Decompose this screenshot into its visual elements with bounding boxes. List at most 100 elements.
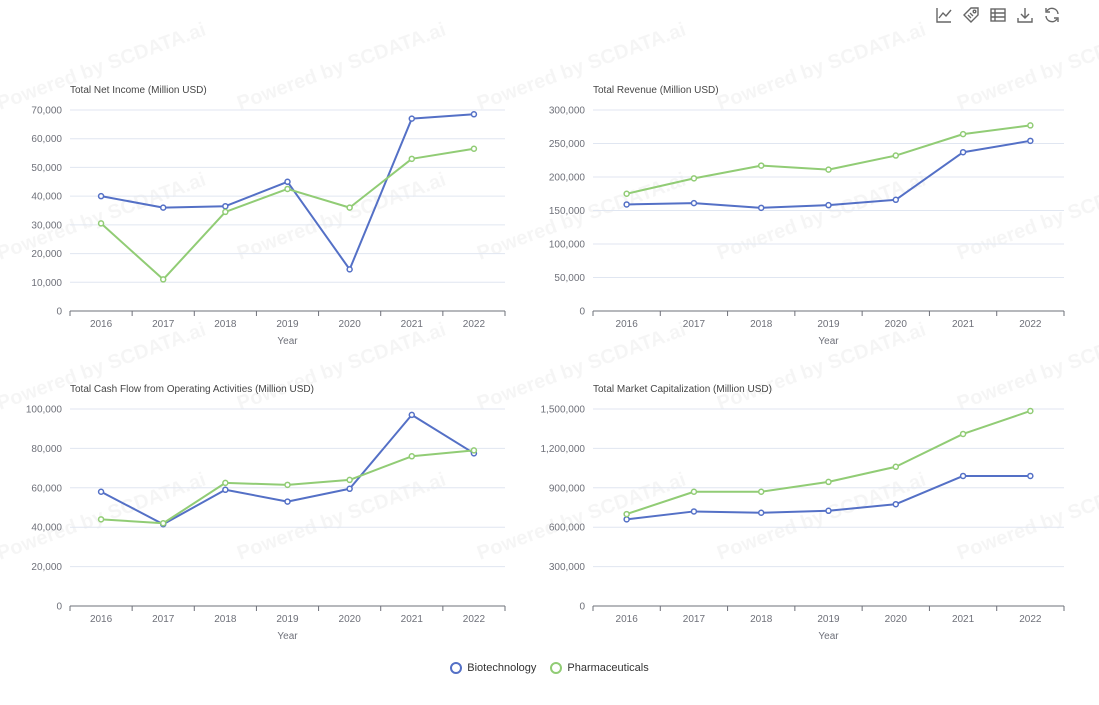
y-tick-label: 1,200,000 <box>541 444 586 455</box>
data-point <box>346 204 353 211</box>
x-axis-label: Year <box>818 631 839 642</box>
chart-title: Total Cash Flow from Operating Activitie… <box>70 384 314 395</box>
data-point <box>408 115 416 122</box>
data-point <box>284 498 291 505</box>
x-tick-label: 2017 <box>683 319 706 330</box>
chart-1: Total Net Income (Million USD) 0 10,000 20,… <box>31 85 506 347</box>
data-point <box>825 166 832 173</box>
x-tick-label: 2016 <box>616 319 639 330</box>
x-tick-label: 2016 <box>616 614 639 625</box>
legend-item-biotechnology[interactable]: Biotechnology <box>450 662 536 674</box>
x-tick-label: 2018 <box>750 614 773 625</box>
y-tick-label: 100,000 <box>26 405 63 416</box>
data-point <box>757 162 765 169</box>
x-tick-label: 2020 <box>339 614 362 625</box>
legend-marker-icon <box>550 662 563 674</box>
data-point <box>623 516 630 523</box>
data-point <box>1027 122 1034 129</box>
y-tick-label: 40,000 <box>31 523 62 534</box>
x-tick-label: 2020 <box>885 319 908 330</box>
data-point <box>623 190 630 197</box>
data-point <box>1027 407 1034 415</box>
y-tick-label: 900,000 <box>549 483 586 494</box>
x-tick-label: 2017 <box>152 614 175 625</box>
data-view-icon[interactable] <box>988 5 1008 25</box>
data-point <box>284 481 291 489</box>
refresh-icon[interactable] <box>1042 5 1062 25</box>
chart-title: Total Net Income (Million USD) <box>70 85 207 96</box>
chart-3: Total Cash Flow from Operating Activitie… <box>26 384 506 642</box>
x-tick-label: 2021 <box>952 319 975 330</box>
y-tick-label: 20,000 <box>31 562 62 573</box>
x-axis-label: Year <box>277 336 298 347</box>
toolbar <box>934 5 1062 25</box>
x-tick-label: 2016 <box>90 614 113 625</box>
data-point <box>623 201 630 208</box>
data-point <box>959 148 967 156</box>
download-icon[interactable] <box>1015 5 1035 25</box>
series-line-pharmaceuticals <box>626 410 1031 516</box>
data-point <box>825 507 832 515</box>
data-point <box>408 155 416 163</box>
x-tick-label: 2021 <box>401 319 424 330</box>
data-point <box>825 478 832 486</box>
data-point <box>757 204 765 212</box>
y-tick-label: 60,000 <box>31 134 62 145</box>
series-line-biotechnology <box>626 139 1031 209</box>
line-chart-icon[interactable] <box>934 5 954 25</box>
data-point <box>159 204 167 211</box>
series-line-biotechnology <box>100 413 475 526</box>
y-tick-label: 80,000 <box>31 444 62 455</box>
x-tick-label: 2022 <box>1019 614 1042 625</box>
data-point <box>892 463 900 471</box>
data-point <box>97 192 105 200</box>
x-tick-label: 2022 <box>463 319 486 330</box>
y-tick-label: 10,000 <box>31 278 62 289</box>
data-point <box>159 276 167 283</box>
data-point <box>222 479 229 487</box>
y-tick-label: 40,000 <box>31 192 62 203</box>
x-tick-label: 2017 <box>152 319 175 330</box>
data-point <box>408 453 416 460</box>
series-line-pharmaceuticals <box>100 147 475 281</box>
data-point <box>959 430 967 438</box>
data-point <box>757 488 765 495</box>
data-point <box>690 175 698 182</box>
x-axis-label: Year <box>818 336 839 347</box>
data-point <box>892 196 900 204</box>
y-tick-label: 60,000 <box>31 483 62 494</box>
data-point <box>97 220 105 227</box>
data-point <box>97 488 105 495</box>
legend-label: Pharmaceuticals <box>567 662 649 674</box>
x-tick-label: 2022 <box>463 614 486 625</box>
x-tick-label: 2018 <box>214 614 237 625</box>
data-point <box>159 520 167 527</box>
data-point <box>470 447 478 454</box>
tag-icon[interactable] <box>961 5 981 25</box>
chart-title: Total Market Capitalization (Million USD… <box>593 384 772 395</box>
chart-2: Total Revenue (Million USD) 0 50,000 100,00… <box>549 85 1065 347</box>
y-tick-label: 50,000 <box>554 273 585 284</box>
series-line-pharmaceuticals <box>626 124 1031 195</box>
data-point <box>222 202 229 210</box>
x-tick-label: 2020 <box>885 614 908 625</box>
data-point <box>690 508 698 515</box>
legend-item-pharmaceuticals[interactable]: Pharmaceuticals <box>550 662 649 674</box>
y-tick-label: 70,000 <box>31 106 62 117</box>
data-point <box>1027 137 1034 145</box>
data-point <box>222 486 229 494</box>
data-point <box>284 178 291 186</box>
legend: Biotechnology Pharmaceuticals <box>0 662 1099 674</box>
x-tick-label: 2019 <box>276 614 299 625</box>
x-tick-label: 2021 <box>401 614 424 625</box>
legend-marker-icon <box>450 662 463 674</box>
data-point <box>470 111 478 118</box>
data-point <box>470 145 478 153</box>
y-tick-label: 50,000 <box>31 163 62 174</box>
x-tick-label: 2019 <box>817 319 840 330</box>
data-point <box>690 199 698 207</box>
y-tick-label: 100,000 <box>549 240 586 251</box>
y-tick-label: 300,000 <box>549 562 586 573</box>
